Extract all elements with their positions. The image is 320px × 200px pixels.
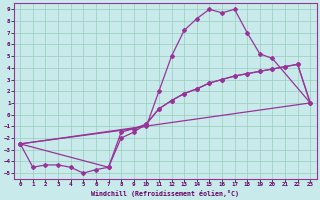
- X-axis label: Windchill (Refroidissement éolien,°C): Windchill (Refroidissement éolien,°C): [91, 190, 239, 197]
